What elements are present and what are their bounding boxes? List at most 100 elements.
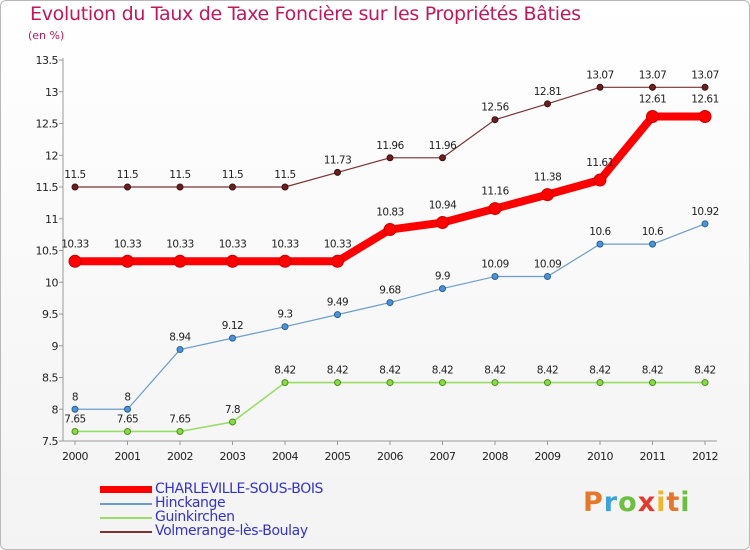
data-label: 11.16: [481, 186, 509, 198]
data-label: 13.07: [691, 69, 719, 81]
data-label: 8.42: [432, 365, 453, 377]
data-label: 10.6: [589, 226, 611, 238]
data-label: 10.94: [429, 200, 457, 212]
data-label: 7.65: [64, 413, 85, 425]
series-charleville-point: [331, 254, 344, 268]
data-label: 8.42: [537, 365, 558, 377]
legend-label: Volmerange-lès-Boulay: [155, 523, 308, 539]
data-label: 10.09: [481, 259, 509, 271]
y-tick-label: 11.5: [36, 181, 59, 194]
x-tick-label: 2001: [115, 450, 141, 463]
series-hinckange-point: [386, 299, 394, 307]
series-charleville-point: [121, 254, 134, 268]
data-label: 8.42: [694, 365, 715, 377]
x-tick-label: 2012: [692, 450, 718, 463]
series-charleville-point: [278, 254, 292, 268]
proxiti-logo: Proxiti: [583, 487, 691, 518]
series-guinkirchen-point: [229, 418, 236, 426]
y-tick-label: 12.5: [36, 118, 59, 131]
logo-letter: r: [603, 487, 619, 518]
series-hinckange-point: [649, 240, 656, 248]
series-guinkirchen-point: [71, 427, 79, 435]
series-charleville-point: [383, 223, 397, 237]
series-charleville-point: [488, 202, 502, 216]
y-tick-label: 7.5: [42, 435, 58, 448]
data-label: 10.33: [61, 238, 89, 250]
data-label: 8.42: [327, 365, 348, 377]
data-label: 8.94: [169, 332, 191, 344]
y-tick-label: 11: [45, 213, 58, 226]
y-tick-label: 9.5: [42, 308, 58, 321]
series-hinckange-point: [124, 405, 131, 413]
data-label: 9.49: [327, 297, 348, 309]
series-volmerange-point: [701, 83, 709, 91]
data-label: 11.5: [169, 169, 190, 181]
x-tick-label: 2000: [62, 450, 88, 463]
series-charleville-point: [68, 254, 82, 268]
data-label: 8: [72, 391, 78, 403]
x-tick-label: 2004: [272, 450, 298, 463]
x-tick-label: 2008: [482, 450, 508, 463]
data-label: 12.61: [639, 94, 667, 106]
logo-letter: o: [618, 487, 638, 518]
series-hinckange-point: [71, 405, 79, 413]
series-charleville-point: [646, 110, 659, 124]
series-hinckange-point: [176, 346, 184, 354]
y-tick-label: 12: [45, 149, 58, 162]
data-label: 11.5: [222, 169, 243, 181]
data-label: 10.83: [376, 207, 404, 219]
y-tick-label: 8: [52, 403, 59, 416]
legend-swatch: [100, 517, 152, 519]
series-volmerange-point: [439, 154, 446, 162]
data-label: 11.5: [64, 169, 85, 181]
series-volmerange-point: [649, 83, 656, 91]
legend-swatch: [100, 486, 152, 493]
data-label: 12.61: [691, 94, 719, 106]
data-label: 8.42: [484, 365, 505, 377]
data-label: 9.12: [222, 320, 243, 332]
legend-swatch: [100, 531, 152, 533]
series-hinckange-point: [544, 273, 551, 281]
data-label: 8.42: [589, 365, 610, 377]
series-hinckange-point: [701, 220, 709, 228]
data-label: 12.56: [481, 102, 509, 114]
data-label: 12.81: [534, 86, 562, 98]
data-label: 7.65: [117, 413, 138, 425]
series-charleville-point: [593, 173, 607, 187]
series-guinkirchen-point: [176, 427, 184, 435]
data-label: 10.33: [166, 238, 194, 250]
data-label: 9.3: [277, 309, 292, 321]
x-tick-label: 2005: [325, 450, 351, 463]
series-volmerange-point: [281, 183, 289, 191]
data-label: 8.42: [379, 365, 400, 377]
series-guinkirchen-point: [596, 379, 604, 387]
series-hinckange-point: [439, 285, 446, 293]
series-volmerange-point: [334, 168, 341, 176]
series-volmerange-point: [229, 183, 236, 191]
series-charleville-point: [173, 254, 187, 268]
x-tick-label: 2003: [220, 450, 246, 463]
data-label: 9.9: [435, 271, 450, 283]
x-tick-label: 2002: [167, 450, 193, 463]
series-volmerange-point: [491, 116, 499, 124]
data-label: 11.96: [376, 140, 404, 152]
legend-label: Guinkirchen: [155, 509, 235, 525]
data-label: 9.68: [379, 285, 400, 297]
data-label: 13.07: [639, 69, 667, 81]
y-tick-label: 13.5: [36, 54, 59, 67]
series-hinckange-point: [334, 311, 341, 319]
y-tick-label: 9: [52, 340, 59, 353]
data-label: 10.6: [642, 226, 664, 238]
y-tick-label: 13: [45, 86, 58, 99]
logo-letter: P: [583, 487, 604, 518]
data-label: 10.33: [114, 238, 142, 250]
legend-label: CHARLEVILLE-SOUS-BOIS: [155, 481, 324, 497]
series-hinckange-point: [491, 273, 499, 281]
legend-swatch: [100, 503, 152, 505]
series-charleville-point: [698, 110, 712, 124]
series-guinkirchen-point: [701, 379, 709, 387]
series-volmerange-point: [71, 183, 79, 191]
x-tick-label: 2007: [430, 450, 456, 463]
data-label: 13.07: [586, 69, 614, 81]
